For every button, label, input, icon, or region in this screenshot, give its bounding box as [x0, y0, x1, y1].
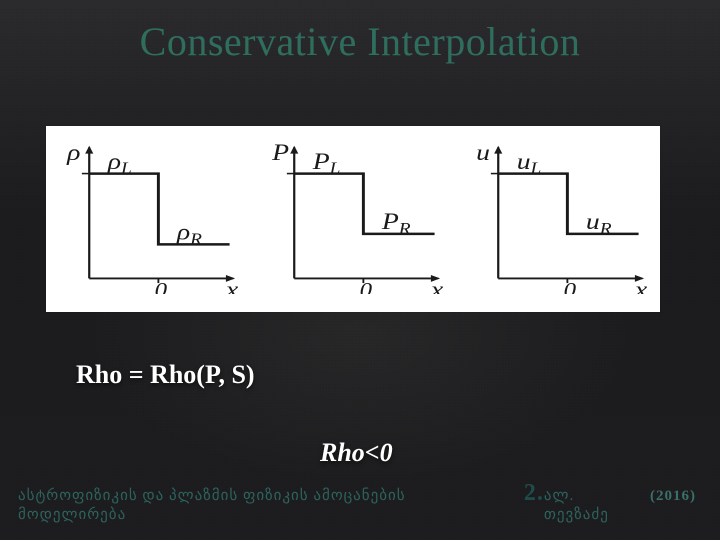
svg-text:x: x: [634, 276, 648, 294]
footer-name: ალ. თევზაძე: [544, 486, 642, 524]
svg-text:P: P: [271, 139, 289, 165]
slide: Conservative Interpolation ρ ρL ρR 0 x P PL PR 0…: [0, 0, 720, 540]
footer-left: ასტროფიზიკის და პლაზმის ფიზიკის ამოცანებ…: [18, 486, 512, 524]
svg-text:0: 0: [564, 278, 577, 294]
figure-band: ρ ρL ρR 0 x P PL PR 0 x u uL uR 0 x: [46, 126, 660, 312]
page-number: 2.: [524, 480, 544, 507]
svg-text:0: 0: [359, 278, 372, 294]
footer-year: (2016): [650, 488, 696, 505]
svg-text:uL: uL: [517, 148, 542, 177]
svg-text:PR: PR: [380, 208, 410, 237]
footer: ასტროფიზიკის და პლაზმის ფიზიკის ამოცანებ…: [0, 480, 720, 524]
svg-text:ρ: ρ: [66, 139, 80, 165]
step-panel: P PL PR 0 x: [261, 138, 446, 294]
svg-text:u: u: [476, 139, 490, 165]
svg-text:ρL: ρL: [107, 148, 132, 177]
svg-text:uR: uR: [586, 208, 612, 237]
equation-rho: Rho = Rho(P, S): [76, 360, 255, 390]
inequality-rho: Rho<0: [320, 438, 393, 468]
svg-text:0: 0: [155, 278, 168, 294]
svg-text:PL: PL: [311, 148, 340, 177]
svg-text:x: x: [225, 276, 239, 294]
step-panel: ρ ρL ρR 0 x: [56, 138, 241, 294]
svg-text:x: x: [429, 276, 443, 294]
svg-text:ρR: ρR: [176, 219, 202, 248]
slide-title: Conservative Interpolation: [0, 18, 720, 65]
step-panel: u uL uR 0 x: [465, 138, 650, 294]
